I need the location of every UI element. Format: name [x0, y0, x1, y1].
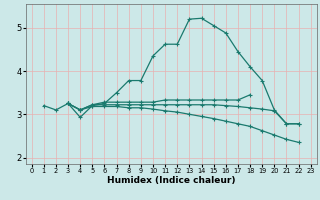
- X-axis label: Humidex (Indice chaleur): Humidex (Indice chaleur): [107, 176, 236, 185]
